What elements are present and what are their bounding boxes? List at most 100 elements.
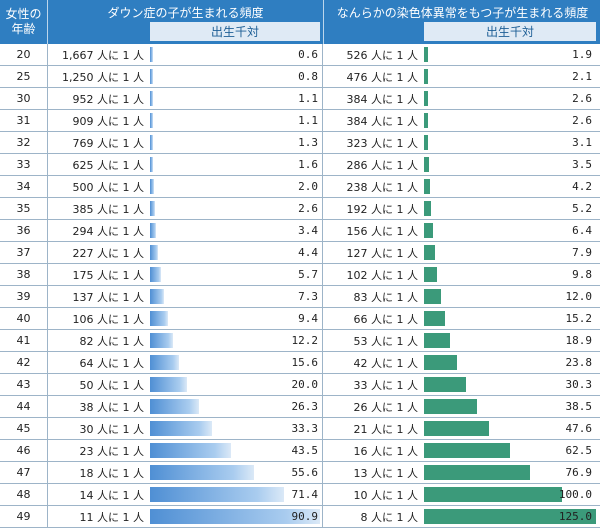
down-value-label: 3.4 [298,224,318,237]
down-bar [150,245,159,260]
down-frequency-cell: 23 人に 1 人 [79,444,145,458]
table-row: 44 38 人に 1 人 26.3 26 人に 1 人 38.5 [0,396,600,418]
chrom-frequency-cell: 384 人に 1 人 [346,92,418,106]
table-row: 49 11 人に 1 人 90.9 8 人に 1 人 125.0 [0,506,600,528]
age-cell: 35 [0,198,48,219]
down-bar [150,487,284,502]
down-value-label: 5.7 [298,268,318,281]
down-bar [150,201,155,216]
down-bar [150,289,164,304]
down-frequency-cell: 11 人に 1 人 [79,510,145,524]
age-cell: 47 [0,462,48,483]
table-row: 41 82 人に 1 人 12.2 53 人に 1 人 18.9 [0,330,600,352]
column-divider [322,154,323,175]
table-row: 39 137 人に 1 人 7.3 83 人に 1 人 12.0 [0,286,600,308]
down-bar [150,421,213,436]
chrom-value-label: 30.3 [565,378,593,391]
chrom-bar [424,421,490,436]
table-row: 33 625 人に 1 人 1.6 286 人に 1 人 3.5 [0,154,600,176]
header-divider [323,0,324,44]
down-bar [150,443,232,458]
age-cell: 43 [0,374,48,395]
table-row: 46 23 人に 1 人 43.5 16 人に 1 人 62.5 [0,440,600,462]
chrom-value-label: 47.6 [565,422,593,435]
column-divider [322,352,323,373]
chrom-value-label: 23.8 [565,356,593,369]
age-header-line1: 女性の [5,7,42,21]
down-bar [150,91,153,106]
chrom-value-label: 100.0 [558,488,592,501]
down-value-label: 43.5 [291,444,319,457]
column-divider [322,440,323,461]
table-row: 45 30 人に 1 人 33.3 21 人に 1 人 47.6 [0,418,600,440]
down-value-label: 20.0 [291,378,319,391]
down-bar [150,135,153,150]
column-divider [322,66,323,87]
chrom-value-label: 7.9 [572,246,592,259]
down-bar [150,311,168,326]
chrom-value-label: 3.1 [572,136,592,149]
chrom-value-label: 1.9 [572,48,592,61]
chrom-bar [424,443,510,458]
chrom-bar [424,487,562,502]
down-frequency-cell: 175 人に 1 人 [72,268,144,282]
chrom-value-label: 38.5 [565,400,593,413]
column-divider [322,418,323,439]
table-row: 48 14 人に 1 人 71.4 10 人に 1 人 100.0 [0,484,600,506]
column-divider [322,396,323,417]
chrom-bar [424,465,530,480]
age-cell: 49 [0,506,48,527]
chrom-value-label: 5.2 [572,202,592,215]
chrom-bar [424,311,445,326]
chrom-frequency-cell: 16 人に 1 人 [353,444,419,458]
down-value-label: 12.2 [291,334,319,347]
down-bar [150,355,180,370]
table-row: 35 385 人に 1 人 2.6 192 人に 1 人 5.2 [0,198,600,220]
column-divider [322,506,323,527]
age-cell: 42 [0,352,48,373]
chrom-value-label: 2.1 [572,70,592,83]
down-value-label: 15.6 [291,356,319,369]
age-cell: 46 [0,440,48,461]
down-bar [150,47,153,62]
age-cell: 36 [0,220,48,241]
age-header: 女性の 年齢 [0,0,48,44]
chrom-frequency-cell: 238 人に 1 人 [346,180,418,194]
down-frequency-cell: 64 人に 1 人 [79,356,145,370]
age-cell: 44 [0,396,48,417]
age-cell: 41 [0,330,48,351]
column-divider [322,110,323,131]
chrom-frequency-cell: 102 人に 1 人 [346,268,418,282]
table-row: 34 500 人に 1 人 2.0 238 人に 1 人 4.2 [0,176,600,198]
age-cell: 40 [0,308,48,329]
age-cell: 20 [0,44,48,65]
down-bar [150,377,188,392]
chrom-value-label: 15.2 [565,312,593,325]
chrom-value-label: 6.4 [572,224,592,237]
age-cell: 30 [0,88,48,109]
table-row: 43 50 人に 1 人 20.0 33 人に 1 人 30.3 [0,374,600,396]
table-row: 31 909 人に 1 人 1.1 384 人に 1 人 2.6 [0,110,600,132]
table-row: 30 952 人に 1 人 1.1 384 人に 1 人 2.6 [0,88,600,110]
down-bar [150,157,153,172]
chrom-value-label: 3.5 [572,158,592,171]
down-bar [150,113,153,128]
chrom-value-label: 12.0 [565,290,593,303]
down-frequency-cell: 30 人に 1 人 [79,422,145,436]
down-bar [150,267,161,282]
chrom-value-label: 2.6 [572,114,592,127]
chrom-frequency-cell: 10 人に 1 人 [353,488,419,502]
chromosome-abnormality-header: なんらかの染色体異常をもつ子が生まれる頻度 [336,6,589,20]
age-cell: 39 [0,286,48,307]
down-value-label: 90.9 [291,510,319,523]
down-value-label: 9.4 [298,312,318,325]
table-row: 36 294 人に 1 人 3.4 156 人に 1 人 6.4 [0,220,600,242]
chrom-bar [424,377,466,392]
down-value-label: 0.8 [298,70,318,83]
chrom-per-thousand-label: 出生千対 [424,22,596,41]
down-frequency-cell: 18 人に 1 人 [79,466,145,480]
chrom-frequency-cell: 33 人に 1 人 [353,378,419,392]
down-value-label: 55.6 [291,466,319,479]
column-divider [322,484,323,505]
chrom-bar [424,157,429,172]
